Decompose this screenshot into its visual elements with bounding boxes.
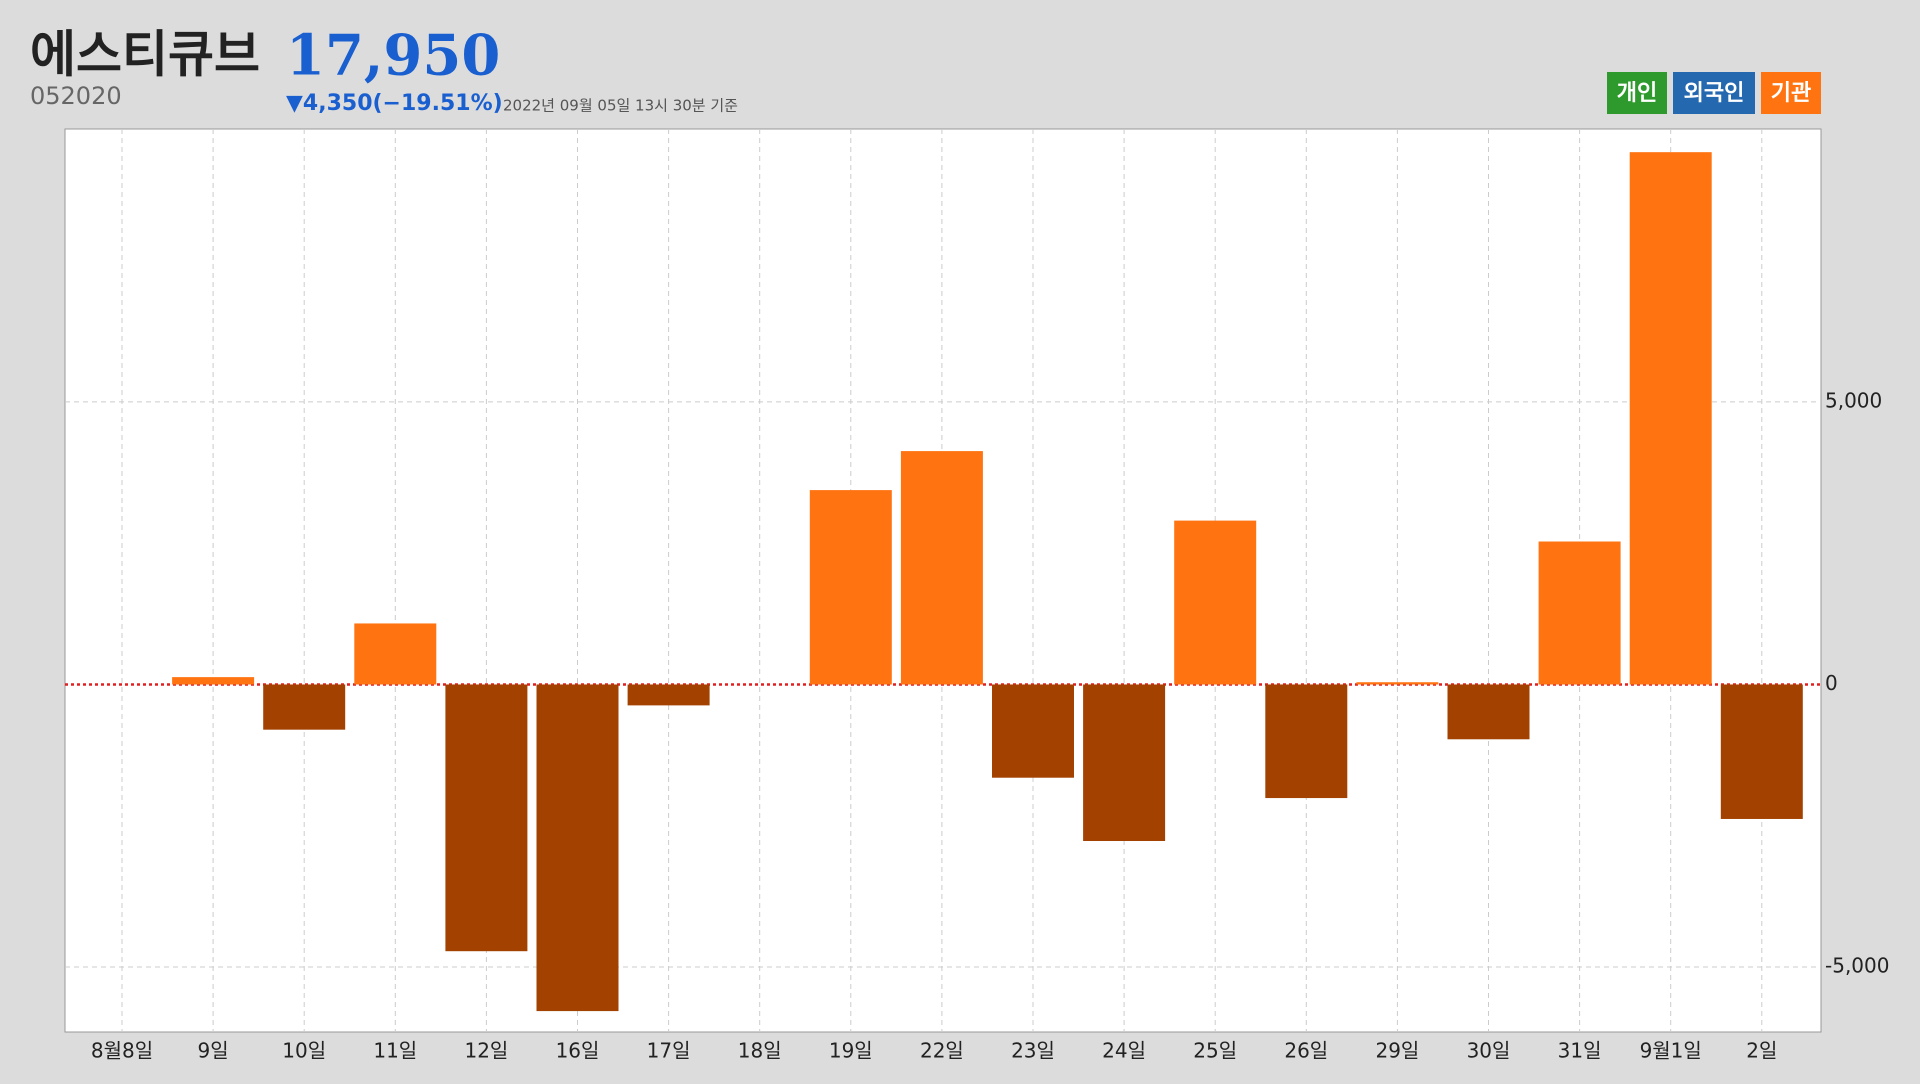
bar xyxy=(1720,684,1803,819)
bar xyxy=(1447,684,1530,740)
x-tick-label: 24일 xyxy=(1102,1039,1146,1063)
bar xyxy=(809,490,892,685)
legend-button xyxy=(1607,72,1667,114)
bar xyxy=(445,684,528,952)
x-tick-label: 11일 xyxy=(373,1039,417,1063)
x-tick-label: 19일 xyxy=(829,1039,873,1063)
x-tick-label: 9일 xyxy=(198,1039,229,1063)
x-tick-label: 29일 xyxy=(1375,1039,1419,1063)
bar xyxy=(1083,684,1166,842)
price-change: ▼4,350(−19.51%) xyxy=(286,91,503,116)
x-tick-label: 23일 xyxy=(1011,1039,1055,1063)
bar xyxy=(1265,684,1348,799)
bar xyxy=(1174,520,1257,685)
x-tick-label: 12일 xyxy=(464,1039,508,1063)
timestamp: 2022년 09월 05일 13시 30분 기준 xyxy=(503,97,738,115)
x-tick-label: 30일 xyxy=(1467,1039,1511,1063)
chart-title: 에스티큐브 xyxy=(30,26,260,84)
x-tick-label: 16일 xyxy=(556,1039,600,1063)
legend-label: 기관 xyxy=(1771,81,1811,106)
legend-button xyxy=(1673,72,1755,114)
legend-label: 외국인 xyxy=(1684,81,1745,106)
bar xyxy=(627,684,710,706)
bar xyxy=(1356,682,1439,685)
y-tick-label: 5,000 xyxy=(1825,388,1882,412)
y-tick-label: -5,000 xyxy=(1825,954,1889,978)
bar xyxy=(172,677,255,685)
legend-button xyxy=(1761,72,1821,114)
price: 17,950 xyxy=(286,23,500,89)
x-tick-label: 25일 xyxy=(1193,1039,1237,1063)
x-tick-label: 17일 xyxy=(647,1039,691,1063)
bar xyxy=(900,451,983,685)
legend-label: 개인 xyxy=(1617,81,1657,106)
bar xyxy=(354,623,437,685)
x-tick-label: 8월8일 xyxy=(91,1039,153,1063)
x-tick-label: 2일 xyxy=(1746,1039,1777,1063)
x-tick-label: 9월1일 xyxy=(1640,1039,1702,1063)
x-tick-label: 31일 xyxy=(1558,1039,1602,1063)
bar xyxy=(992,684,1074,778)
x-tick-label: 26일 xyxy=(1284,1039,1328,1063)
x-tick-label: 18일 xyxy=(738,1039,782,1063)
bar xyxy=(1538,541,1621,685)
stock-code: 052020 xyxy=(30,82,122,110)
x-tick-label: 22일 xyxy=(920,1039,964,1063)
bar xyxy=(263,684,346,730)
bar xyxy=(536,684,619,1012)
x-tick-label: 10일 xyxy=(282,1039,326,1063)
y-tick-label: 0 xyxy=(1825,671,1838,695)
bar xyxy=(1629,152,1712,685)
